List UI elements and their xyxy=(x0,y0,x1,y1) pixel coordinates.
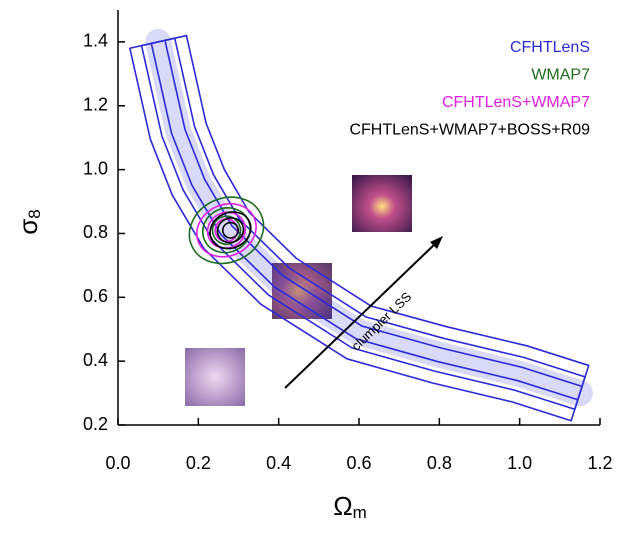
y-tick-label: 0.6 xyxy=(83,286,108,306)
legend-label: CFHTLenS+WMAP7+BOSS+R09 xyxy=(349,122,590,139)
contour-line xyxy=(221,221,239,239)
contour-line xyxy=(216,217,245,244)
x-tick-label: 0.6 xyxy=(346,453,371,473)
sim-image-clumpy xyxy=(352,175,412,232)
y-tick-label: 1.2 xyxy=(83,95,108,115)
contour-line xyxy=(129,34,590,422)
x-tick-label: 0.4 xyxy=(266,453,291,473)
y-axis-label-subscript: 8 xyxy=(25,209,44,218)
x-axis-label-subscript: m xyxy=(353,503,367,522)
x-tick-label: 0.8 xyxy=(427,453,452,473)
contour-line xyxy=(206,211,247,249)
x-tick-label: 0.0 xyxy=(105,453,130,473)
y-tick-label: 0.8 xyxy=(83,222,108,242)
x-tick-label: 1.2 xyxy=(587,453,612,473)
x-axis-label: Ωm xyxy=(333,491,367,523)
arrow-head xyxy=(430,236,443,249)
contour-center xyxy=(196,202,257,258)
arrow xyxy=(284,242,437,389)
x-axis-label-symbol: Ω xyxy=(333,491,352,521)
legend-label: WMAP7 xyxy=(531,67,590,84)
y-tick-label: 0.4 xyxy=(83,350,108,370)
y-tick-label: 1.4 xyxy=(83,31,108,51)
sim-image-smooth xyxy=(185,348,245,406)
contour-center xyxy=(209,211,252,250)
x-tick-label: 1.0 xyxy=(507,453,532,473)
likelihood-ridge xyxy=(145,28,593,407)
legend-label: CFHTLenS+WMAP7 xyxy=(442,94,590,111)
y-axis-label: σ8 xyxy=(13,209,45,235)
y-tick-label: 0.2 xyxy=(83,414,108,434)
y-axis-label-symbol: σ xyxy=(13,219,43,235)
y-tick-label: 1.0 xyxy=(83,158,108,178)
plot-area: 0.0 0.2 0.4 0.6 0.8 1.0 1.2 0.2 0.4 0.6 0.8 1.0 1.2 1… xyxy=(13,10,613,522)
legend-label: CFHTLenS xyxy=(510,39,590,56)
contour-center xyxy=(188,196,265,265)
x-tick-label: 0.2 xyxy=(186,453,211,473)
